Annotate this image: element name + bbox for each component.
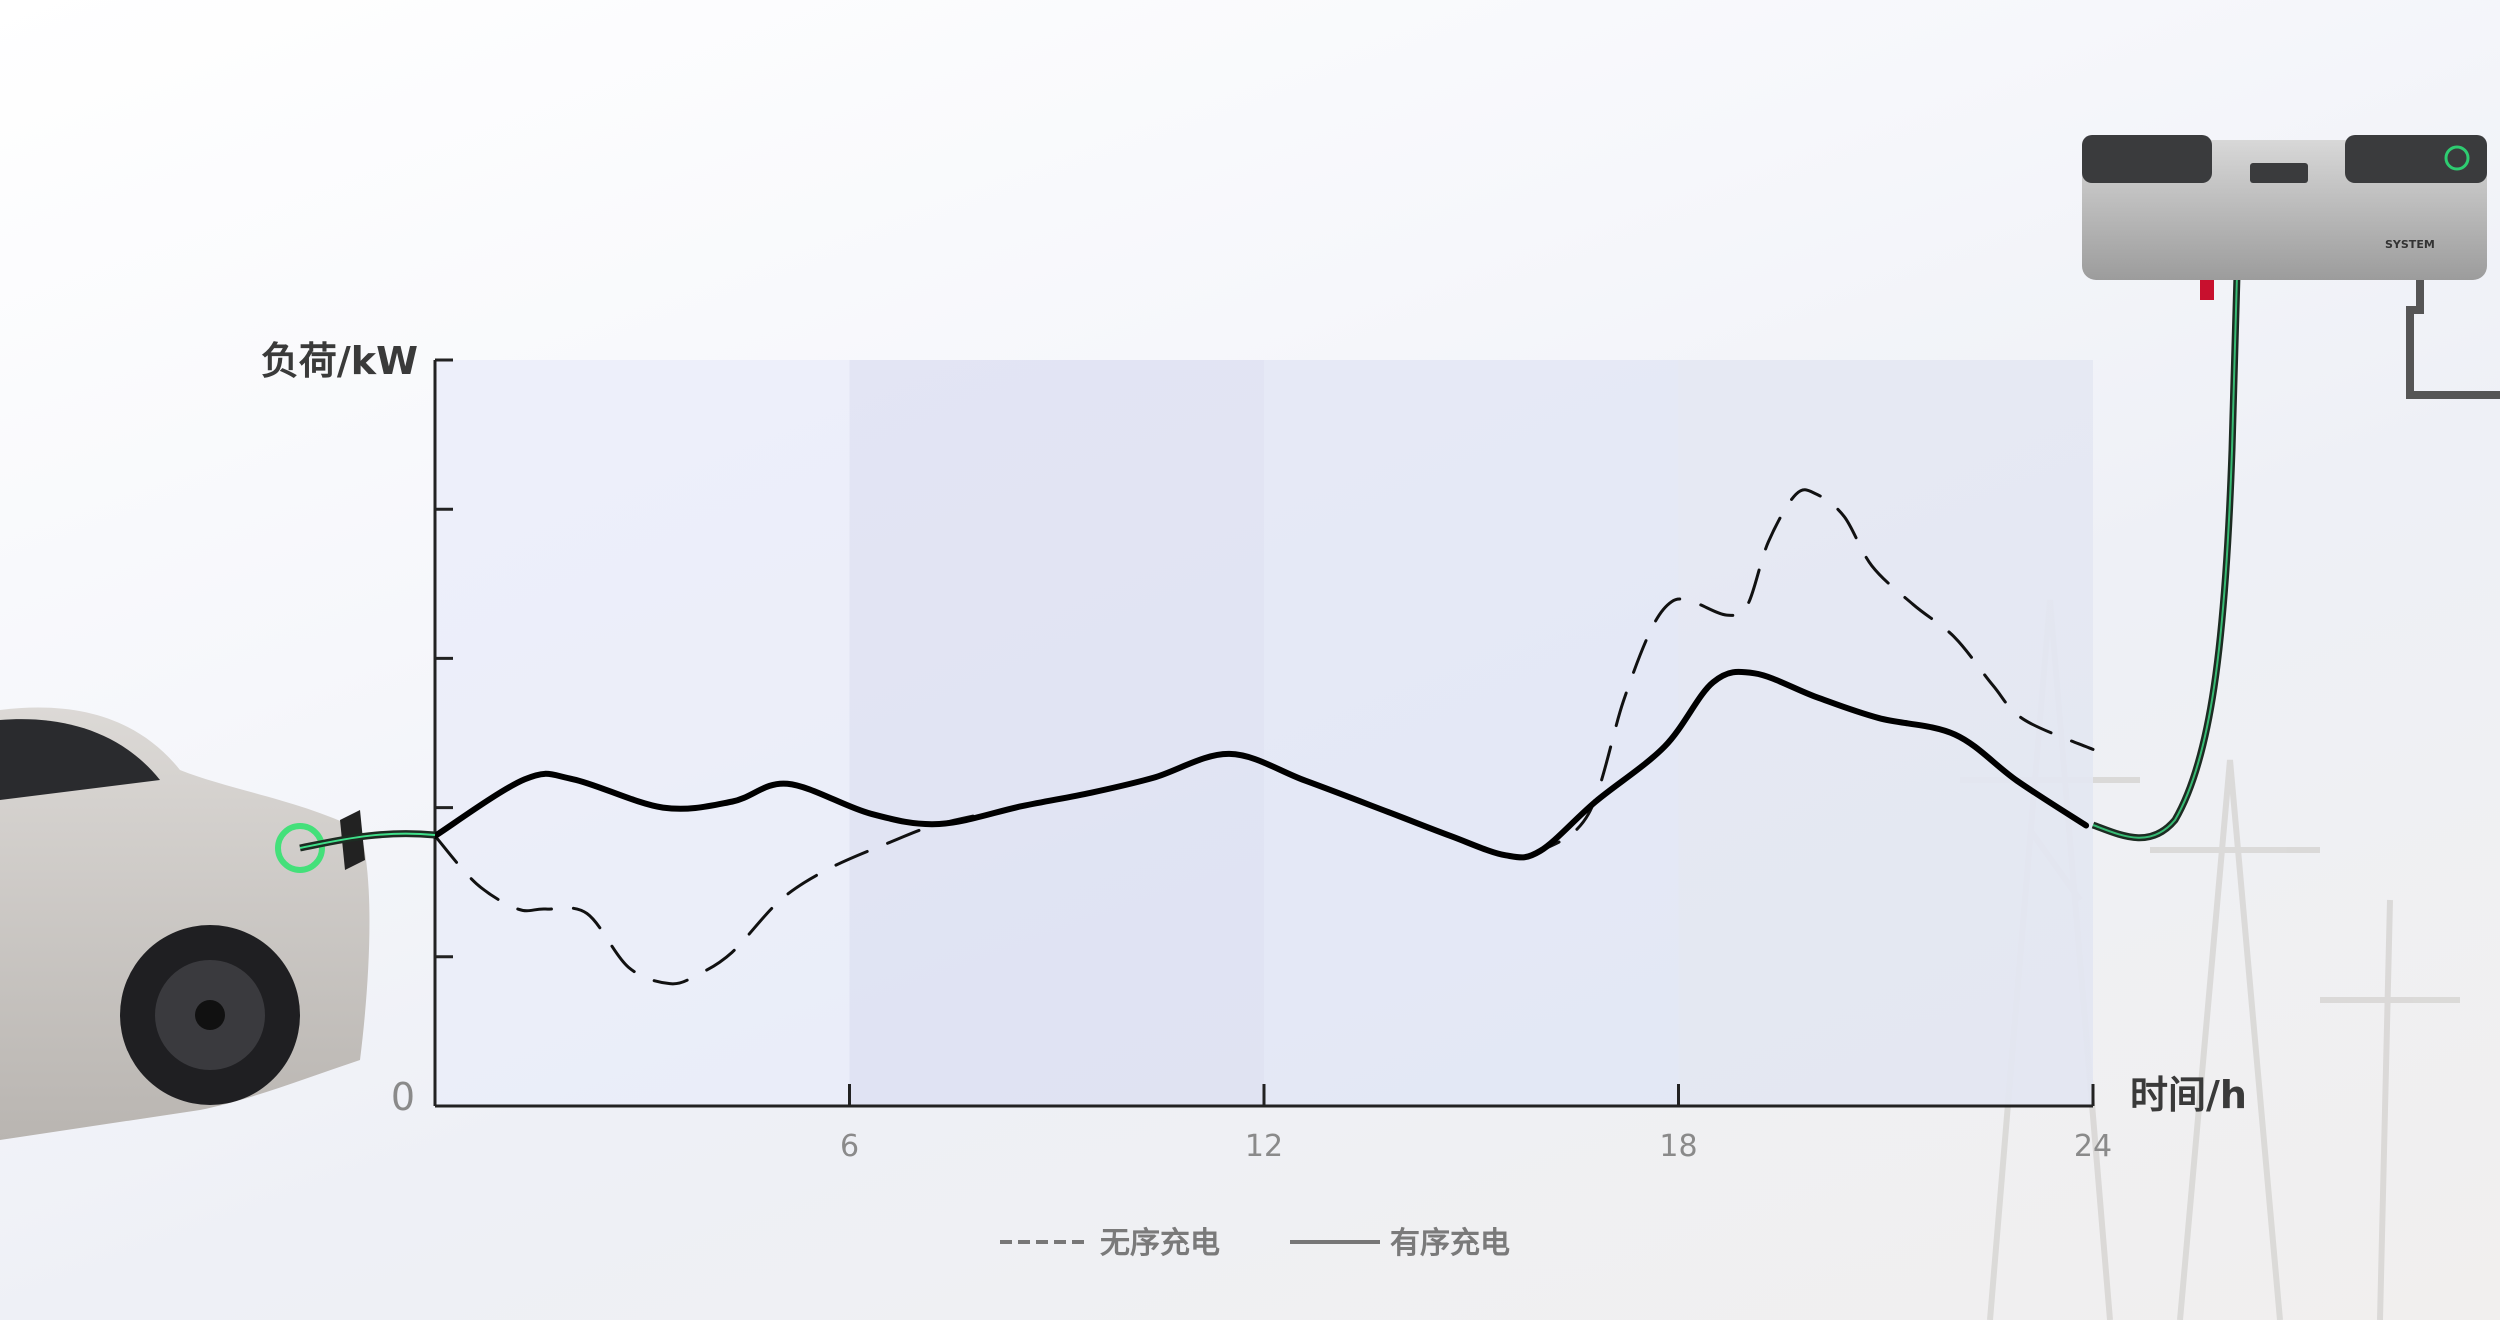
plot-bands (435, 360, 2093, 1106)
y-axis-label: 负荷/kW (261, 339, 418, 383)
x-ticks: 6 12 18 24 (840, 1084, 2112, 1164)
plot-band (435, 360, 850, 1106)
legend-label-unordered: 无序充电 (1100, 1226, 1220, 1261)
legend-label-ordered: 有序充电 (1390, 1226, 1510, 1261)
charger-brand-text: SYSTEM (2385, 238, 2435, 251)
y-ticks (435, 358, 453, 959)
power-icon (2444, 145, 2470, 171)
x-tick-label: 24 (2074, 1129, 2112, 1164)
x-tick-label: 18 (1659, 1129, 1697, 1164)
x-tick-label: 6 (840, 1129, 859, 1164)
plot-band (1678, 360, 2093, 1106)
legend: 无序充电 有序充电 (1000, 1226, 1510, 1261)
plot-band (849, 360, 1264, 1106)
x-axis-label: 时间/h (2130, 1073, 2247, 1117)
plot-band (1264, 360, 1679, 1106)
y-tick-label: 0 (391, 1075, 415, 1119)
x-tick-label: 12 (1245, 1129, 1283, 1164)
charging-port-glow (275, 823, 325, 873)
charger-device: SYSTEM (2082, 135, 2500, 399)
series-group (432, 488, 2095, 986)
series-line-ordered (432, 668, 2090, 861)
charging-cable (2091, 274, 2241, 842)
electric-car (0, 707, 436, 1140)
